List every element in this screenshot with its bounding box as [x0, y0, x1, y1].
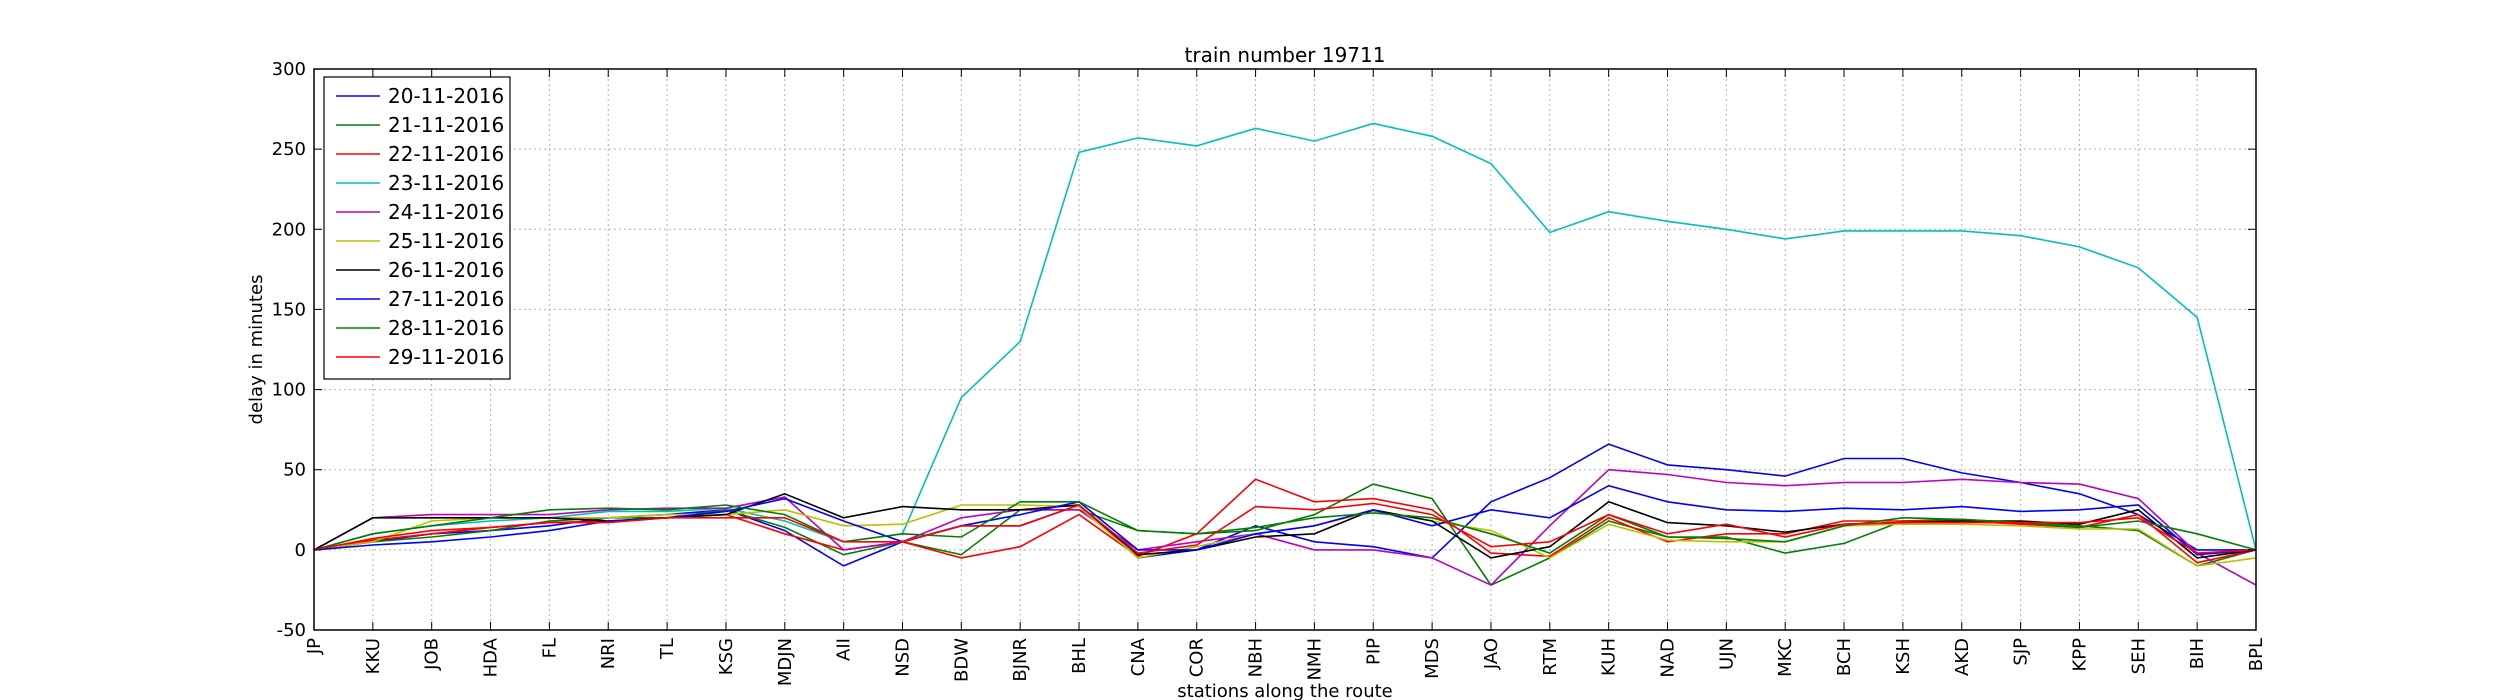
x-tick-label: AII: [834, 638, 855, 661]
legend-label: 22-11-2016: [388, 142, 504, 166]
x-tick-label: KSH: [1893, 638, 1914, 675]
x-tick-label: KUH: [1599, 638, 1620, 676]
y-tick-label: 300: [272, 59, 306, 80]
legend-label: 20-11-2016: [388, 84, 504, 108]
x-axis-title: stations along the route: [1177, 681, 1392, 700]
legend-label: 21-11-2016: [388, 113, 504, 137]
x-tick-label: KKU: [363, 638, 384, 674]
legend-label: 26-11-2016: [388, 258, 504, 282]
x-tick-label: MDS: [1422, 638, 1443, 679]
x-tick-label: BJNR: [1010, 638, 1031, 682]
x-tick-label: TL: [657, 638, 678, 660]
legend: 20-11-2016 21-11-2016 22-11-2016 23-11-2016…: [323, 76, 511, 380]
x-tick-label: FL: [539, 638, 560, 658]
x-axis-ticks: JP KKU JOB HDA FL NRI TL KSG MDJN AII NSD BDW BJNR BH…: [304, 69, 2267, 686]
chart-title: train number 19711: [1185, 43, 1386, 67]
x-tick-label: UJN: [1716, 638, 1737, 670]
legend-label: 27-11-2016: [388, 287, 504, 311]
x-tick-label: KSG: [716, 638, 737, 675]
x-tick-label: COR: [1187, 638, 1208, 677]
legend-label: 24-11-2016: [388, 200, 504, 224]
series-line: [313, 500, 2257, 554]
x-tick-label: MKC: [1775, 638, 1796, 677]
x-tick-label: JP: [304, 638, 325, 655]
x-tick-label: RTM: [1540, 638, 1561, 676]
x-tick-label: MDJN: [775, 638, 796, 686]
x-tick-label: BPL: [2246, 638, 2267, 671]
y-tick-label: -50: [277, 620, 306, 641]
x-tick-label: SJP: [2011, 638, 2032, 666]
x-tick-label: PIP: [1363, 638, 1384, 665]
legend-label: 28-11-2016: [388, 316, 504, 340]
legend-label: 23-11-2016: [388, 171, 504, 195]
series-lines: [313, 122, 2257, 587]
x-tick-label: KPP: [2069, 638, 2090, 672]
legend-label: 25-11-2016: [388, 229, 504, 253]
x-tick-label: NAD: [1658, 638, 1679, 678]
x-tick-label: JOB: [422, 638, 443, 671]
series-line: [313, 502, 2257, 554]
x-tick-label: JAO: [1481, 638, 1502, 670]
x-tick-label: BIH: [2187, 638, 2208, 669]
x-tick-label: SEH: [2128, 638, 2149, 674]
y-tick-label: 250: [272, 139, 306, 160]
y-tick-label: 50: [283, 460, 306, 481]
x-tick-label: AKD: [1952, 638, 1973, 676]
y-tick-label: 100: [272, 380, 306, 401]
x-tick-label: BHL: [1069, 638, 1090, 674]
x-tick-label: BDW: [951, 638, 972, 682]
x-tick-label: NBH: [1246, 638, 1267, 677]
x-tick-label: CNA: [1128, 637, 1149, 676]
y-tick-label: 0: [295, 540, 306, 561]
x-tick-label: NMH: [1304, 638, 1325, 681]
x-tick-label: BCH: [1834, 638, 1855, 676]
x-tick-label: NSD: [892, 638, 913, 677]
plot-area-frame: [313, 68, 2257, 631]
y-axis-title: delay in minutes: [246, 275, 267, 425]
series-line: [313, 122, 2257, 551]
legend-label: 29-11-2016: [388, 345, 504, 369]
y-tick-label: 150: [272, 299, 306, 320]
y-tick-label: 200: [272, 219, 306, 240]
y-axis-ticks: -50 0 50 100 150 200 250 300: [272, 59, 2256, 641]
x-tick-label: NRI: [598, 638, 619, 669]
x-tick-label: HDA: [481, 637, 502, 677]
